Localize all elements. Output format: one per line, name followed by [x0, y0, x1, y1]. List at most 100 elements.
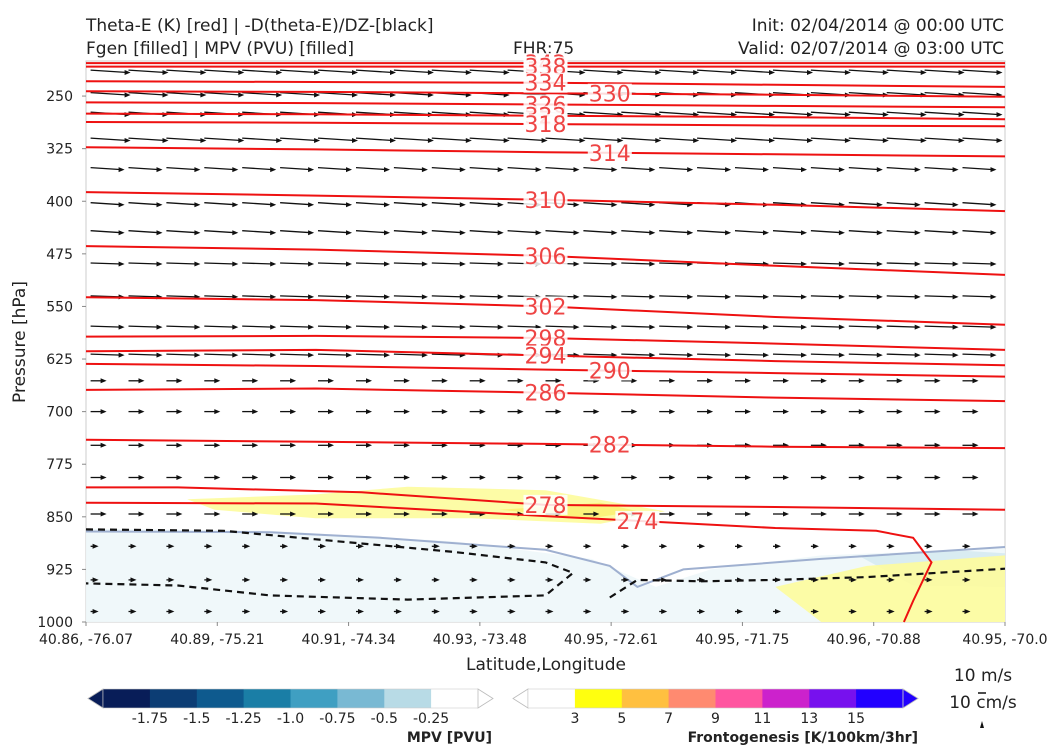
wind-vector: [90, 475, 107, 480]
wind-vector: [962, 69, 1003, 75]
wind-vector: [317, 324, 352, 330]
wind-vector: [773, 511, 789, 517]
fgen-region-1: [775, 555, 1005, 622]
wind-vector: [545, 137, 586, 143]
wind-vector: [810, 543, 819, 549]
wind-vector: [318, 409, 334, 415]
y-tick-label: 625: [46, 352, 73, 368]
wind-vector: [356, 409, 372, 415]
wind-vector: [507, 577, 516, 583]
wind-vector: [735, 378, 751, 384]
wind-vector: [772, 166, 807, 173]
wind-vector: [128, 230, 163, 236]
wind-vector: [734, 352, 769, 358]
wind-vector: [90, 166, 125, 173]
wind-vector: [924, 137, 965, 143]
wind-vector: [128, 577, 137, 583]
wind-vector: [469, 378, 486, 384]
colorbar-tick-label: -1.0: [277, 711, 304, 727]
valid-time: Valid: 02/07/2014 @ 03:00 UTC: [738, 39, 1004, 59]
wind-vector: [962, 609, 971, 614]
wind-vector: [204, 609, 213, 614]
wind-vector: [962, 442, 979, 448]
wind-vector: [90, 352, 125, 358]
wind-vector: [621, 577, 630, 583]
wind-vector: [583, 409, 600, 415]
wind-vector: [962, 409, 979, 415]
wind-vector: [469, 609, 478, 614]
wind-vector: [697, 352, 732, 358]
wind-vector: [886, 352, 921, 358]
wind-vector: [204, 324, 239, 330]
wind-vector: [280, 577, 289, 583]
wind-vector: [848, 324, 883, 330]
wind-vector: [431, 543, 440, 549]
wind-vector: [356, 475, 372, 480]
wind-vector: [659, 543, 668, 549]
wind-vector: [318, 511, 334, 517]
chart-title-line2: Fgen [filled] | MPV (PVU) [filled]: [86, 39, 354, 59]
wind-vector: [128, 378, 145, 384]
wind-vector: [772, 230, 807, 236]
wind-vector: [242, 69, 283, 75]
wind-vector: [204, 543, 213, 549]
wind-vector: [659, 324, 694, 330]
wind-vector: [734, 69, 775, 75]
theta-e-label-302: 302: [525, 295, 567, 320]
wind-vector: [886, 69, 927, 75]
wind-vector: [166, 352, 201, 358]
theta-e-label-334: 334: [525, 72, 567, 97]
y-tick-label: 850: [46, 510, 73, 526]
wind-vector: [356, 543, 364, 549]
theta-e-contour-330: [85, 90, 1006, 98]
colorbar-swatch: [856, 689, 904, 708]
x-axis-label: Latitude,Longitude: [466, 655, 626, 675]
wind-vector: [431, 166, 466, 173]
wind-vector: [128, 69, 169, 75]
theta-e-contour-layer: 3423383343303263223183143103063022982942…: [85, 52, 1006, 623]
wind-vector: [734, 166, 769, 173]
wind-vector: [204, 409, 221, 415]
wind-vector: [90, 442, 107, 448]
wind-vector: [810, 324, 845, 330]
wind-vector: [697, 511, 714, 517]
wind-vector: [317, 69, 358, 75]
wind-vector: [772, 111, 813, 118]
wind-vector: [772, 261, 807, 267]
y-tick-label: 925: [46, 562, 73, 578]
wind-vector: [924, 543, 933, 549]
wind-vector: [734, 137, 775, 143]
theta-e-label-274: 274: [616, 510, 658, 535]
wind-vector: [545, 409, 562, 415]
wind-vector: [545, 166, 580, 173]
wind-vector: [848, 69, 889, 75]
wind-vector: [166, 69, 207, 75]
wind-vector: [545, 609, 554, 614]
wind-vector: [166, 91, 207, 98]
wind-vector: [924, 352, 959, 358]
colorbar-swatch: [621, 689, 670, 708]
colorbar-extend-right: [902, 688, 919, 709]
wind-vector: [810, 577, 819, 583]
colorbar-swatch: [384, 689, 432, 708]
wind-vector: [810, 111, 851, 118]
wind-vector: [204, 230, 239, 236]
wind-vector: [128, 324, 163, 330]
wind-vector: [393, 69, 434, 75]
wind-vector: [848, 577, 857, 583]
wind-vector: [318, 543, 326, 549]
wind-vector: [772, 137, 813, 143]
wind-vector: [128, 543, 137, 549]
wind-vector: [355, 230, 390, 236]
wind-vector: [356, 442, 372, 448]
theta-e-label-294: 294: [525, 345, 567, 370]
ref-vector-vertical: [980, 721, 984, 728]
wind-vector: [583, 324, 618, 330]
wind-vector: [393, 261, 428, 267]
wind-vector: [810, 294, 845, 300]
wind-vector: [204, 166, 239, 173]
colorbar-tick-label: -0.75: [319, 711, 355, 727]
wind-vector: [128, 137, 169, 143]
wind-vector: [886, 261, 921, 267]
